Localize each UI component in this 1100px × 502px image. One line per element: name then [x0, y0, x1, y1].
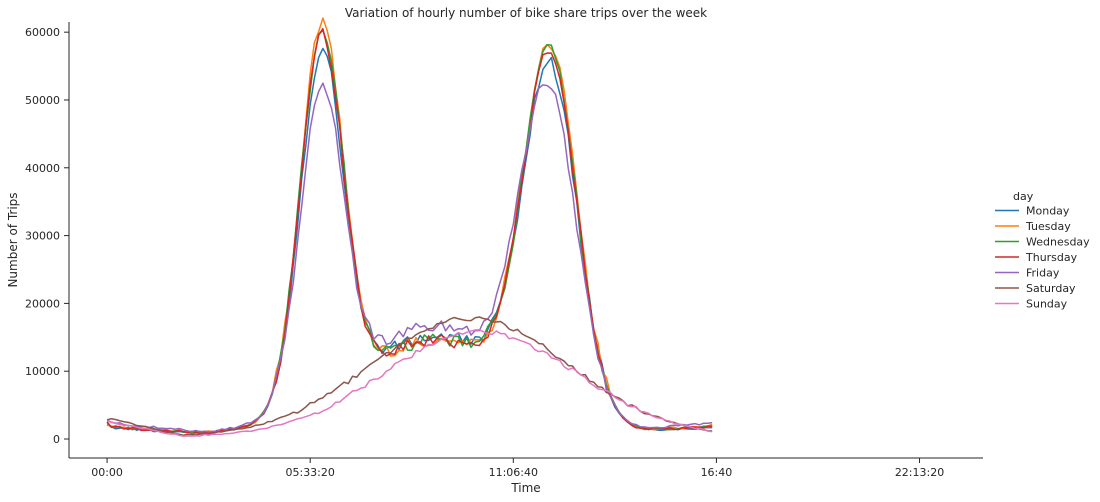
- y-tick-label: 40000: [25, 162, 60, 175]
- y-tick-label: 50000: [25, 94, 60, 107]
- series-line-wednesday: [106, 29, 713, 435]
- legend-label-saturday: Saturday: [1026, 282, 1076, 295]
- chart-title: Variation of hourly number of bike share…: [345, 6, 707, 20]
- x-tick-label: 16:40: [701, 466, 733, 479]
- legend: day Monday Tuesday Wednesday Thursday Friday…: [995, 190, 1090, 311]
- y-axis-title: Number of Trips: [6, 192, 20, 287]
- series-line-sunday: [106, 329, 713, 437]
- series-line-monday: [106, 47, 713, 434]
- x-tick-label: 22:13:20: [895, 466, 944, 479]
- series-line-friday: [106, 82, 713, 433]
- x-tick-label: 00:00: [91, 466, 123, 479]
- y-tick-label: 20000: [25, 297, 60, 310]
- legend-label-monday: Monday: [1026, 205, 1070, 218]
- series-lines: [106, 17, 713, 437]
- legend-label-tuesday: Tuesday: [1025, 220, 1071, 233]
- series-line-thursday: [106, 27, 713, 435]
- series-line-saturday: [106, 316, 713, 436]
- legend-label-wednesday: Wednesday: [1026, 236, 1090, 249]
- y-tick-label: 30000: [25, 230, 60, 243]
- x-axis-ticks: 00:00 05:33:20 11:06:40 16:40 22:13:20: [91, 458, 944, 479]
- x-tick-label: 05:33:20: [285, 466, 334, 479]
- legend-label-sunday: Sunday: [1026, 298, 1068, 311]
- axes: [68, 22, 983, 459]
- y-tick-label: 60000: [25, 26, 60, 39]
- legend-label-friday: Friday: [1026, 267, 1060, 280]
- y-tick-label: 0: [53, 433, 60, 446]
- x-tick-label: 11:06:40: [489, 466, 538, 479]
- x-axis-title: Time: [510, 481, 540, 495]
- y-axis-ticks: 0 10000 20000 30000 40000 50000 60000: [25, 26, 69, 446]
- legend-title: day: [1013, 190, 1034, 203]
- legend-items: Monday Tuesday Wednesday Thursday Friday Satu…: [995, 205, 1090, 311]
- legend-label-thursday: Thursday: [1025, 251, 1078, 264]
- y-tick-label: 10000: [25, 365, 60, 378]
- series-line-tuesday: [106, 17, 713, 434]
